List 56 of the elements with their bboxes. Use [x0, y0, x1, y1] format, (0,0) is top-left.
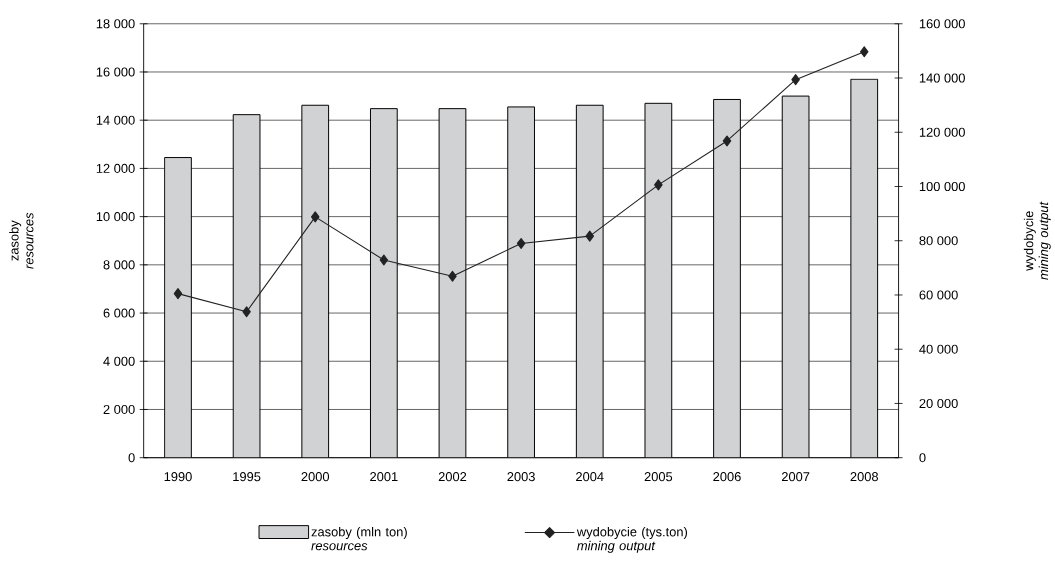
bar	[301, 105, 329, 458]
x-tick-label: 2001	[370, 472, 398, 482]
x-tick-label: 2006	[713, 472, 741, 482]
y-tick-label: 10 000	[96, 212, 135, 222]
bar	[644, 103, 672, 458]
y2-tick-label: 60 000	[919, 290, 958, 300]
bar	[782, 96, 809, 458]
bar	[713, 99, 741, 458]
y2-tick-label: 120 000	[919, 127, 965, 138]
y2-tick-label: 40 000	[919, 344, 958, 354]
y-tick-label: 2 000	[103, 405, 135, 415]
y-tick-label: 18 000	[96, 19, 135, 29]
point	[516, 238, 526, 250]
point	[791, 74, 800, 86]
y-tick-label: 12 000	[96, 164, 135, 174]
x-tick-label: 2008	[850, 472, 879, 482]
y-tick-label: 14 000	[96, 115, 135, 125]
point	[859, 46, 869, 58]
point	[310, 211, 320, 223]
point	[242, 306, 251, 318]
y-tick-label: 8 000	[103, 260, 135, 270]
y2-axis-title: wydobycie mining output	[1023, 201, 1051, 280]
y2-tick-label: 80 000	[919, 236, 958, 246]
bar	[576, 105, 604, 458]
y-tick-label: 16 000	[96, 67, 135, 77]
point	[585, 230, 595, 242]
x-tick-label: 1990	[164, 472, 192, 482]
bar	[370, 108, 398, 458]
y2-tick-label: 20 000	[919, 399, 958, 409]
y2-tick-label: 0	[919, 453, 926, 463]
y-tick-label: 6 000	[103, 308, 135, 318]
legend-label: zasoby (mln ton) resources	[311, 527, 407, 551]
y2-tick-label: 140 000	[919, 73, 965, 83]
bar	[233, 114, 260, 458]
y-tick-label: 0	[128, 453, 135, 463]
point	[173, 288, 183, 300]
x-tick-label: 2005	[644, 472, 673, 482]
y2-tick-label: 100 000	[919, 182, 965, 192]
y2-tick-label: 160 000	[919, 19, 965, 29]
point	[379, 254, 389, 266]
bar	[850, 78, 879, 458]
bar	[507, 107, 535, 458]
x-tick-label: 2002	[438, 472, 467, 482]
point	[448, 270, 457, 282]
x-tick-label: 2000	[301, 472, 330, 482]
x-tick-label: 1995	[233, 472, 261, 482]
x-tick-label: 2007	[781, 472, 810, 482]
bar	[439, 108, 466, 458]
legend-label: wydobycie (tys.ton) mining output	[576, 527, 688, 554]
x-tick-label: 2004	[576, 472, 604, 482]
y-axis-title: zasoby resources	[9, 212, 34, 270]
point	[654, 179, 663, 191]
point	[722, 135, 732, 147]
bar	[164, 157, 192, 458]
y-tick-label: 4 000	[103, 356, 135, 367]
x-tick-label: 2003	[507, 472, 535, 482]
